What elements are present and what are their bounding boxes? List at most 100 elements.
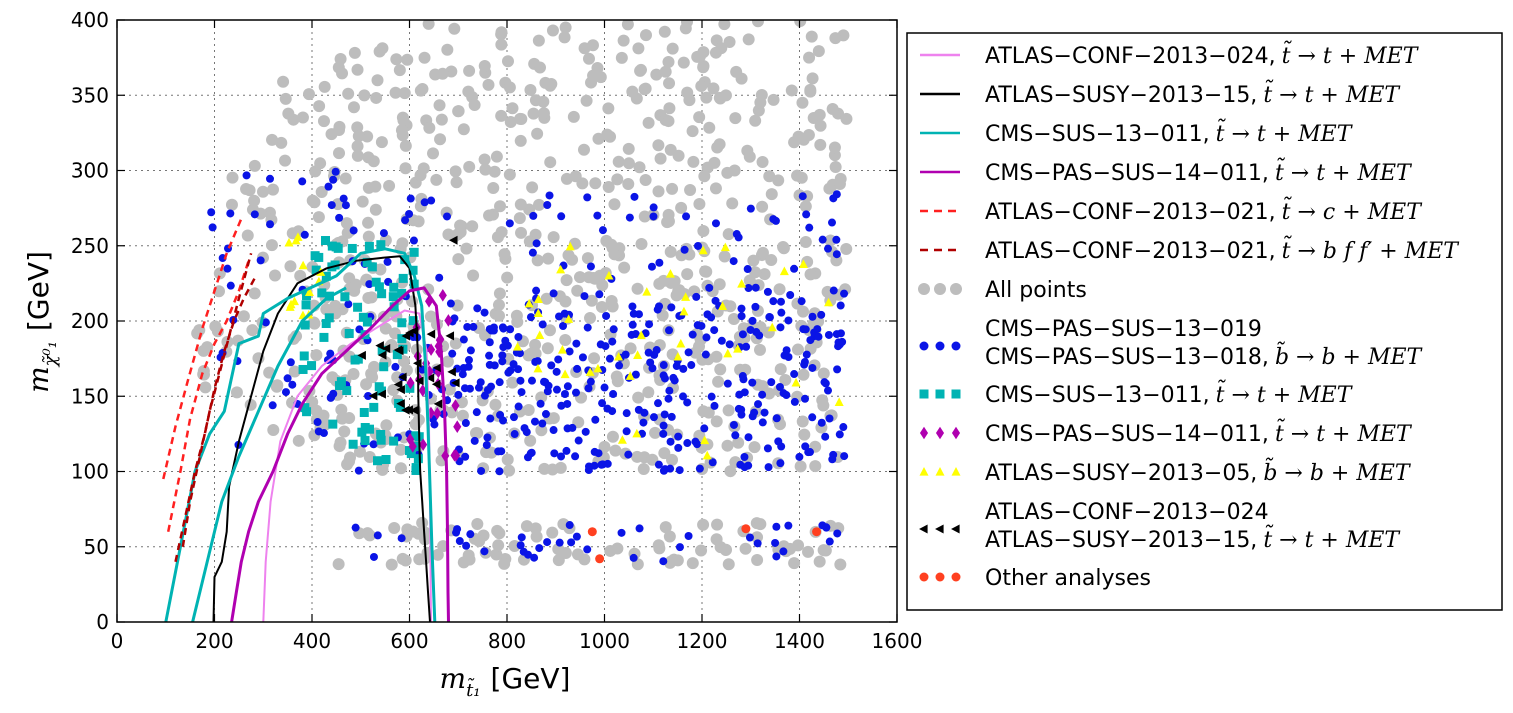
y-tick-label: 100 bbox=[71, 460, 109, 484]
data-point bbox=[460, 242, 473, 255]
series-line bbox=[181, 252, 253, 547]
data-point bbox=[248, 159, 261, 172]
data-point bbox=[593, 363, 603, 373]
data-point bbox=[499, 324, 508, 333]
data-point bbox=[376, 42, 389, 55]
data-point bbox=[535, 544, 544, 553]
data-point bbox=[549, 289, 558, 298]
data-point bbox=[547, 412, 560, 425]
data-point bbox=[324, 313, 334, 323]
data-point bbox=[459, 335, 468, 344]
data-point bbox=[307, 361, 317, 371]
data-point bbox=[833, 177, 846, 190]
data-point bbox=[340, 292, 350, 302]
data-point bbox=[497, 447, 506, 456]
data-point bbox=[321, 271, 331, 281]
data-point bbox=[406, 433, 415, 446]
data-point bbox=[470, 436, 479, 445]
data-point bbox=[639, 174, 652, 187]
data-point bbox=[583, 545, 592, 554]
data-point bbox=[697, 59, 710, 72]
data-point bbox=[624, 450, 633, 459]
data-point bbox=[495, 109, 508, 122]
data-point bbox=[626, 85, 639, 98]
data-point bbox=[631, 282, 644, 295]
data-point bbox=[597, 460, 606, 469]
data-point bbox=[776, 323, 785, 332]
data-point bbox=[723, 348, 733, 358]
data-point bbox=[385, 558, 398, 571]
data-point bbox=[741, 524, 751, 534]
data-point bbox=[723, 36, 736, 49]
data-point bbox=[427, 196, 436, 205]
data-point bbox=[320, 303, 333, 316]
data-point bbox=[284, 237, 294, 247]
data-point bbox=[588, 352, 601, 365]
data-point bbox=[664, 245, 677, 258]
data-point bbox=[422, 283, 435, 296]
data-point bbox=[277, 75, 290, 88]
legend-math: t̃ → t + MET bbox=[1263, 78, 1401, 108]
data-point bbox=[256, 185, 269, 198]
data-point bbox=[374, 282, 384, 292]
data-point bbox=[377, 389, 386, 399]
data-point bbox=[565, 241, 575, 251]
legend-math: t̃ → t + MET bbox=[1275, 156, 1413, 186]
data-point bbox=[535, 391, 548, 404]
data-point bbox=[405, 209, 414, 218]
data-point bbox=[306, 194, 319, 207]
data-point bbox=[813, 325, 822, 334]
data-point bbox=[693, 197, 706, 210]
data-point bbox=[571, 452, 580, 461]
data-point bbox=[434, 339, 443, 353]
data-point bbox=[763, 170, 776, 183]
data-point bbox=[742, 342, 751, 351]
data-point bbox=[389, 302, 399, 312]
x-tick-label: 1000 bbox=[579, 629, 630, 653]
data-point bbox=[532, 239, 541, 248]
data-point bbox=[657, 274, 670, 287]
data-point bbox=[622, 409, 631, 418]
data-point bbox=[263, 366, 276, 379]
data-point bbox=[393, 64, 406, 77]
data-point bbox=[737, 279, 747, 288]
legend-marker bbox=[950, 283, 962, 295]
data-point bbox=[495, 226, 508, 239]
data-point bbox=[367, 155, 380, 168]
data-point bbox=[527, 107, 540, 120]
y-axis-subscript: χ̃⁰₁ bbox=[40, 341, 61, 368]
data-point bbox=[478, 153, 491, 166]
data-point bbox=[717, 336, 726, 345]
data-point bbox=[805, 223, 814, 232]
data-point bbox=[719, 543, 732, 556]
data-point bbox=[321, 236, 331, 246]
data-point bbox=[458, 370, 467, 379]
data-point bbox=[516, 541, 525, 550]
data-point bbox=[488, 165, 501, 178]
data-point bbox=[371, 277, 381, 287]
data-point bbox=[834, 558, 847, 571]
data-point bbox=[349, 226, 358, 235]
data-point bbox=[697, 321, 706, 330]
data-point bbox=[767, 378, 776, 387]
data-point bbox=[454, 390, 463, 399]
data-point bbox=[713, 138, 726, 151]
data-point bbox=[666, 437, 675, 446]
data-point bbox=[808, 363, 817, 372]
data-point bbox=[376, 240, 386, 250]
data-point bbox=[824, 297, 834, 307]
data-point bbox=[445, 331, 455, 341]
data-point bbox=[697, 225, 710, 238]
data-point bbox=[377, 289, 387, 299]
data-point bbox=[598, 399, 607, 408]
data-point bbox=[784, 316, 793, 325]
data-point bbox=[665, 269, 675, 278]
data-point bbox=[583, 193, 592, 202]
data-point bbox=[593, 211, 602, 220]
data-point bbox=[556, 264, 566, 274]
data-point bbox=[559, 546, 572, 559]
data-point bbox=[585, 294, 598, 307]
data-point bbox=[417, 162, 430, 175]
data-point bbox=[646, 453, 659, 466]
data-point bbox=[725, 340, 734, 349]
